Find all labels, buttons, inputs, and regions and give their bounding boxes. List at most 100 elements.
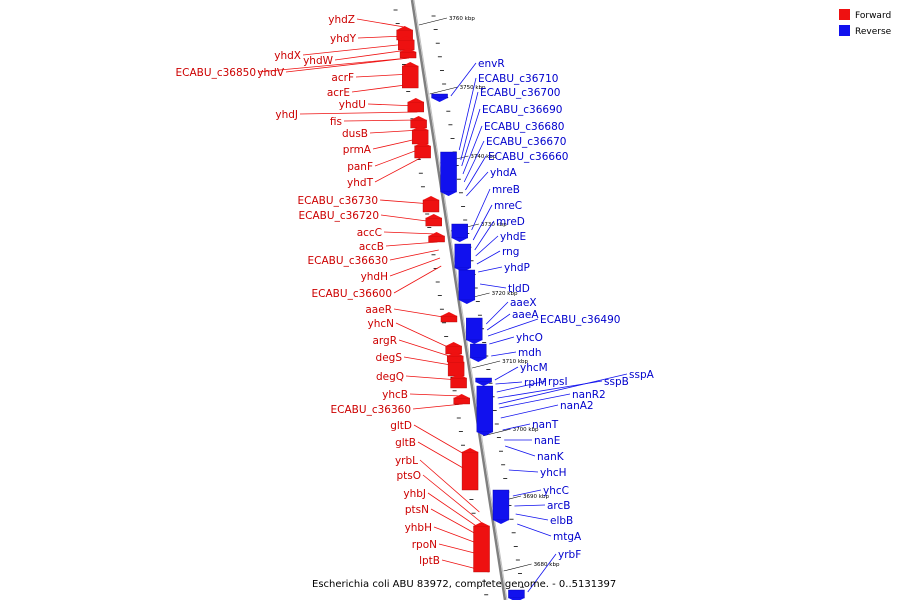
reverse-gene-arrow	[458, 300, 475, 304]
reverse-gene-glyph	[508, 589, 525, 599]
connector-line	[498, 373, 628, 405]
gene-label-nanE: nanE	[534, 435, 560, 447]
kbp-tick	[482, 428, 511, 437]
gene-labels: yhdZ yhdY yhdX yhdW ECABU_c36850 yhdV acrF acrE…	[176, 14, 655, 567]
gene-label-degQ: degQ	[376, 371, 404, 383]
gene-label-ECABU_c36720: ECABU_c36720	[299, 210, 379, 222]
forward-gene-arrow	[448, 358, 465, 362]
kbp-tick	[503, 563, 532, 572]
forward-gene-arrow	[414, 142, 431, 146]
gene-label-gltD: gltD	[390, 420, 412, 432]
gene-label-yhdT: yhdT	[347, 177, 374, 189]
kbp-label: 3740 kbp	[470, 154, 496, 160]
gene-label-gltB: gltB	[395, 437, 416, 449]
gene-label-yhdP: yhdP	[504, 262, 530, 274]
connector-line	[508, 469, 539, 473]
forward-gene-arrow	[423, 196, 439, 200]
label-connectors	[257, 18, 628, 593]
connector-line	[419, 459, 480, 513]
reverse-gene-glyph	[475, 377, 492, 383]
legend-swatch-reverse	[839, 25, 850, 36]
reverse-gene-arrow	[492, 520, 509, 524]
connector-line	[489, 336, 515, 345]
reverse-gene-glyph	[470, 343, 487, 359]
legend-label-forward: Forward	[855, 11, 891, 21]
gene-glyphs	[396, 26, 525, 600]
reverse-gene-arrow	[451, 238, 468, 242]
gene-label-acrF: acrF	[331, 72, 354, 84]
connector-line	[413, 424, 472, 459]
connector-line	[450, 62, 477, 97]
kbp-ruler: 3760 kbp 3750 kbp 3740 kbp 3730 kbp 3720 kbp…	[418, 16, 560, 572]
gene-label-ECABU_c36850: ECABU_c36850	[176, 67, 256, 79]
forward-gene-arrow	[410, 116, 427, 120]
forward-gene-glyph	[453, 397, 470, 405]
gene-label-ECABU_c36700: ECABU_c36700	[480, 87, 560, 99]
gene-label-nanA2: nanA2	[560, 400, 594, 412]
connector-line	[478, 266, 503, 273]
forward-gene-glyph	[450, 377, 467, 389]
connector-line	[460, 91, 479, 161]
forward-gene-glyph	[473, 525, 490, 573]
connector-line	[389, 249, 439, 261]
connector-line	[465, 155, 487, 191]
connector-line	[527, 553, 557, 593]
connector-line	[462, 125, 483, 175]
connector-line	[471, 188, 491, 231]
gene-label-mreB: mreB	[492, 184, 520, 196]
gene-label-acrE: acrE	[327, 87, 350, 99]
gene-label-mreC: mreC	[494, 200, 522, 212]
connector-line	[393, 265, 442, 294]
forward-gene-arrow	[400, 48, 417, 52]
gene-label-envR: envR	[478, 58, 505, 70]
forward-gene-arrow	[398, 36, 415, 40]
gene-label-yhdZ: yhdZ	[328, 14, 355, 26]
reverse-gene-glyph	[458, 269, 476, 301]
gene-label-yhdV: yhdV	[257, 67, 285, 79]
gene-label-ECABU_c36660: ECABU_c36660	[488, 151, 568, 163]
connector-line	[512, 489, 542, 497]
connector-line	[491, 351, 517, 357]
kbp-label: 3680 kbp	[534, 562, 560, 568]
genome-axis	[410, 0, 507, 600]
gene-label-yhcO: yhcO	[516, 332, 543, 344]
connector-line	[474, 220, 495, 251]
forward-gene-arrow	[396, 26, 413, 30]
gene-label-yhdA: yhdA	[490, 167, 518, 179]
connector-line	[409, 393, 462, 397]
gene-label-yrbL: yrbL	[395, 455, 418, 467]
reverse-gene-arrow	[466, 340, 483, 344]
connector-line	[505, 445, 536, 457]
gene-label-sspB: sspB	[604, 376, 629, 388]
forward-gene-arrow	[447, 352, 464, 356]
connector-line	[285, 57, 410, 73]
forward-gene-glyph	[428, 235, 445, 243]
gene-label-argR: argR	[372, 335, 397, 347]
forward-gene-arrow	[402, 62, 419, 66]
connector-line	[472, 204, 493, 241]
gene-label-mreD: mreD	[496, 216, 525, 228]
forward-gene-arrow	[462, 448, 479, 452]
connector-line	[356, 18, 405, 28]
connector-line	[374, 155, 425, 183]
kbp-label: 3750 kbp	[460, 85, 486, 91]
forward-gene-arrow	[440, 312, 457, 316]
connector-line	[517, 523, 552, 537]
legend-label-reverse: Reverse	[855, 27, 892, 37]
forward-gene-arrow	[473, 522, 490, 526]
kbp-label: 3710 kbp	[502, 359, 528, 365]
connector-line	[385, 241, 438, 247]
gene-label-yhcH: yhcH	[540, 467, 567, 479]
gene-label-ECABU_c36600: ECABU_c36600	[312, 288, 392, 300]
connector-line	[405, 375, 459, 381]
kbp-label: 3690 kbp	[523, 494, 549, 500]
gene-label-nanR2: nanR2	[572, 389, 606, 401]
gene-label-accB: accB	[359, 241, 384, 253]
gene-label-yhcB: yhcB	[382, 389, 408, 401]
forward-gene-glyph	[402, 65, 419, 89]
connector-line	[487, 318, 539, 337]
connector-line	[427, 492, 483, 531]
gene-label-rng: rng	[502, 246, 519, 258]
connector-line	[299, 111, 418, 115]
